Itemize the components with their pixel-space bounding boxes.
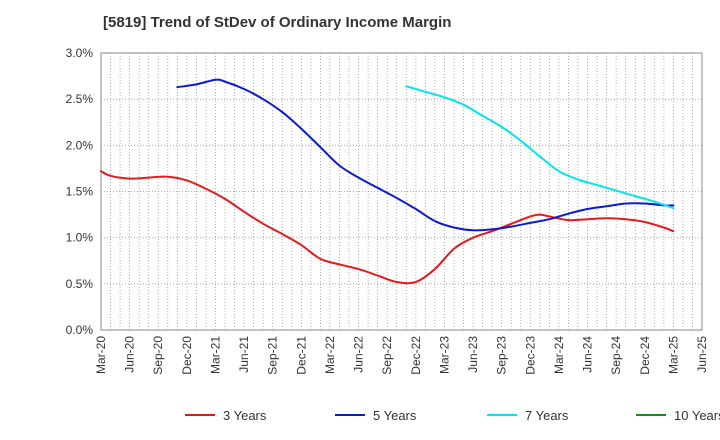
x-tick-label: Dec-21: [294, 336, 308, 375]
y-tick-label: 2.5%: [66, 92, 94, 106]
legend-label-3-years: 3 Years: [223, 408, 267, 423]
legend-label-7-years: 7 Years: [525, 408, 569, 423]
x-tick-label: Jun-25: [695, 336, 709, 373]
x-tick-label: Mar-24: [552, 336, 566, 374]
x-tick-label: Jun-21: [237, 336, 251, 373]
x-tick-label: Dec-23: [523, 336, 537, 375]
x-tick-label: Jun-20: [123, 336, 137, 373]
y-tick-label: 0.0%: [66, 323, 94, 337]
legend-label-10-years: 10 Years: [674, 408, 720, 423]
y-tick-label: 3.0%: [66, 46, 94, 60]
x-tick-label: Mar-23: [437, 336, 451, 374]
x-tick-label: Mar-20: [94, 336, 108, 374]
x-tick-label: Sep-21: [266, 336, 280, 375]
series-line-7-years: [405, 85, 675, 210]
series-line-3-years: [100, 170, 675, 285]
x-tick-label: Sep-24: [609, 336, 623, 375]
x-tick-label: Dec-24: [638, 336, 652, 375]
plot-frame: [100, 52, 703, 331]
x-tick-label: Dec-20: [180, 336, 194, 375]
x-tick-label: Jun-22: [352, 336, 366, 373]
y-tick-label: 1.5%: [66, 185, 94, 199]
chart-title: [5819] Trend of StDev of Ordinary Income…: [103, 14, 452, 31]
x-tick-label: Mar-25: [666, 336, 680, 374]
x-tick-label: Dec-22: [409, 336, 423, 375]
x-tick-label: Sep-22: [380, 336, 394, 375]
x-tick-label: Jun-24: [581, 336, 595, 373]
x-tick-label: Mar-22: [323, 336, 337, 374]
y-tick-label: 1.0%: [66, 231, 94, 245]
x-tick-label: Sep-20: [151, 336, 165, 375]
y-tick-label: 2.0%: [66, 138, 94, 152]
x-tick-label: Sep-23: [495, 336, 509, 375]
series-line-5-years: [176, 78, 675, 232]
y-tick-label: 0.5%: [66, 277, 94, 291]
x-tick-label: Jun-23: [466, 336, 480, 373]
legend-label-5-years: 5 Years: [373, 408, 417, 423]
x-tick-label: Mar-21: [208, 336, 222, 374]
